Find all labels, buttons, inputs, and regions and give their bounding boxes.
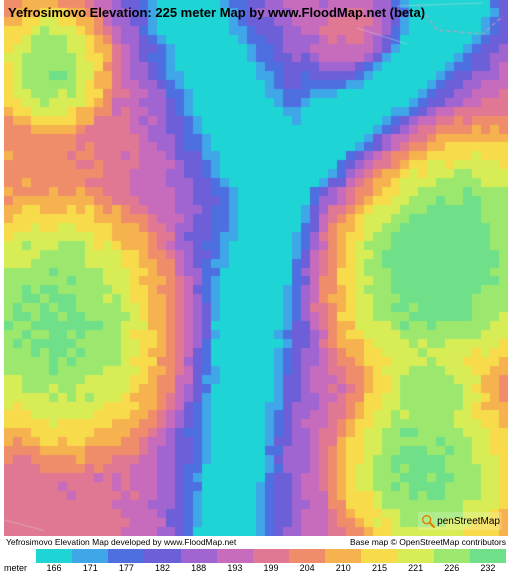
legend-unit: meter — [4, 563, 27, 573]
legend-tick: 177 — [119, 563, 134, 573]
legend-tick: 221 — [408, 563, 423, 573]
legend-segment — [217, 549, 253, 563]
legend-tick: 215 — [372, 563, 387, 573]
osm-attribution: penStreetMap — [418, 512, 502, 530]
legend-segment — [398, 549, 434, 563]
legend-tick: 232 — [480, 563, 495, 573]
legend-segment — [325, 549, 361, 563]
map-container: Yefrosimovo Elevation: 225 meter Map by … — [0, 0, 512, 582]
legend-tick: 193 — [227, 563, 242, 573]
legend-segment — [36, 549, 72, 563]
legend-tick: 166 — [47, 563, 62, 573]
legend-tick: 171 — [83, 563, 98, 573]
map-area: Yefrosimovo Elevation: 225 meter Map by … — [4, 0, 508, 536]
legend-segment — [144, 549, 180, 563]
credits-left: Yefrosimovo Elevation Map developed by w… — [6, 537, 236, 547]
legend-tick: 204 — [300, 563, 315, 573]
credits-row: Yefrosimovo Elevation Map developed by w… — [4, 537, 508, 547]
legend-segment — [434, 549, 470, 563]
legend-segment — [361, 549, 397, 563]
legend-segment — [181, 549, 217, 563]
credits-right: Base map © OpenStreetMap contributors — [350, 537, 506, 547]
legend-tick: 199 — [263, 563, 278, 573]
magnifier-icon — [420, 513, 436, 529]
osm-label: penStreetMap — [437, 516, 500, 527]
legend-segment — [108, 549, 144, 563]
legend-tick: 210 — [336, 563, 351, 573]
footer: Yefrosimovo Elevation Map developed by w… — [4, 536, 508, 582]
elevation-heatmap — [4, 0, 508, 536]
elevation-legend: meter 166 171 177 182 188 193 199 204 210 215 221 2… — [4, 549, 508, 577]
legend-tick: 188 — [191, 563, 206, 573]
legend-segment — [289, 549, 325, 563]
legend-tick: 182 — [155, 563, 170, 573]
legend-segment — [72, 549, 108, 563]
legend-segment — [253, 549, 289, 563]
map-title: Yefrosimovo Elevation: 225 meter Map by … — [8, 5, 425, 20]
legend-segment — [470, 549, 506, 563]
legend-colorbar — [36, 549, 506, 563]
legend-tick: 226 — [444, 563, 459, 573]
